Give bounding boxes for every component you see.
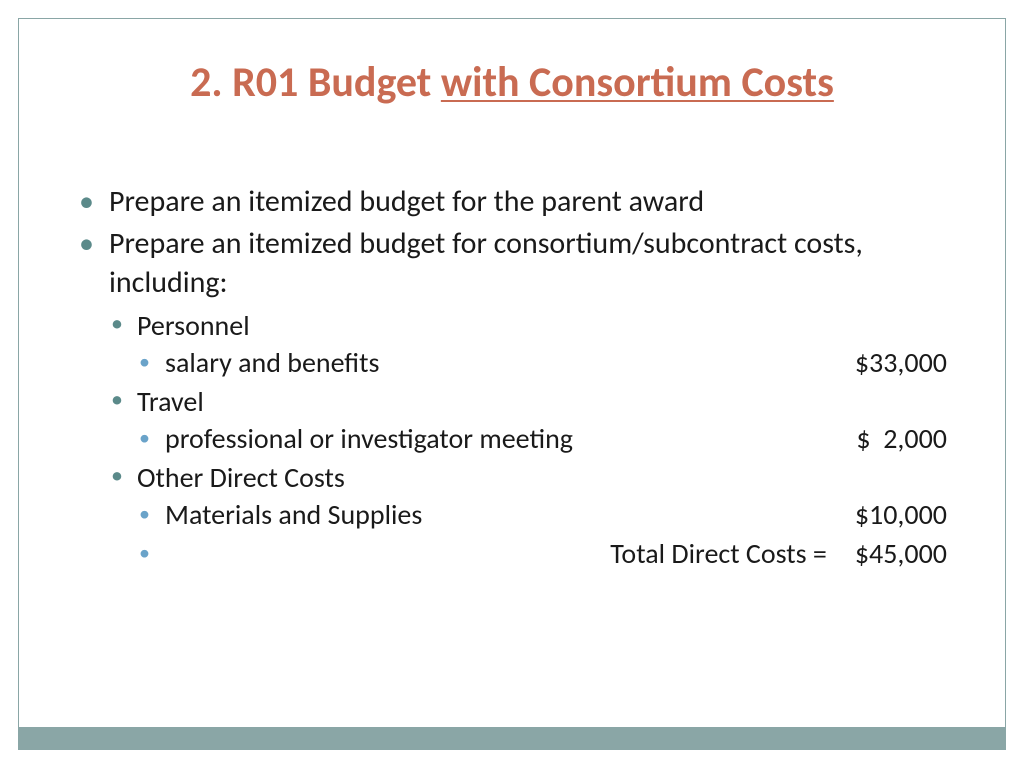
line-label: Materials and Supplies (165, 497, 835, 534)
detail-item: salary and benefits $33,000 (137, 345, 947, 382)
line-amount: $33,000 (835, 345, 947, 382)
line-label: professional or investigator meeting (165, 421, 836, 458)
title-prefix: 2. R01 Budget (190, 57, 441, 108)
line-amount: $10,000 (835, 497, 947, 534)
bullet-text: Prepare an itemized budget for the paren… (109, 183, 704, 220)
sub-label: Personnel (137, 308, 250, 343)
detail-item: professional or investigator meeting $ 2… (137, 421, 947, 458)
bullet-item: Prepare an itemized budget for consortiu… (77, 225, 947, 572)
detail-item: Materials and Supplies $10,000 (137, 497, 947, 534)
line-label: salary and benefits (165, 345, 835, 382)
bullet-text: Prepare an itemized budget for consortiu… (109, 225, 863, 300)
line-amount: $ 2,000 (836, 421, 947, 458)
sub-label: Other Direct Costs (137, 460, 345, 495)
footer-bar (19, 727, 1005, 749)
sub-list: Personnel salary and benefits $33,000 (109, 308, 947, 573)
sub-item-travel: Travel professional or investigator meet… (109, 384, 947, 458)
title-underlined: with Consortium Costs (441, 57, 834, 108)
detail-item-total: Total Direct Costs = $45,000 (137, 536, 947, 573)
line-row: professional or investigator meeting $ 2… (165, 421, 947, 458)
slide-frame: 2. R01 Budget with Consortium Costs Prep… (18, 18, 1006, 750)
detail-list: Materials and Supplies $10,000 Total Dir… (137, 497, 947, 573)
total-amount: $45,000 (835, 536, 947, 573)
sub-label: Travel (137, 384, 204, 419)
bullet-list: Prepare an itemized budget for the paren… (77, 183, 947, 573)
line-row: Materials and Supplies $10,000 (165, 497, 947, 534)
sub-item-personnel: Personnel salary and benefits $33,000 (109, 308, 947, 382)
line-row: Total Direct Costs = $45,000 (165, 536, 947, 573)
detail-list: salary and benefits $33,000 (137, 345, 947, 382)
line-row: salary and benefits $33,000 (165, 345, 947, 382)
detail-list: professional or investigator meeting $ 2… (137, 421, 947, 458)
total-label: Total Direct Costs = (165, 536, 835, 573)
sub-item-other: Other Direct Costs Materials and Supplie… (109, 460, 947, 573)
slide-content: Prepare an itemized budget for the paren… (77, 183, 947, 577)
slide: 2. R01 Budget with Consortium Costs Prep… (0, 0, 1024, 768)
bullet-item: Prepare an itemized budget for the paren… (77, 183, 947, 221)
slide-title: 2. R01 Budget with Consortium Costs (19, 19, 1005, 108)
